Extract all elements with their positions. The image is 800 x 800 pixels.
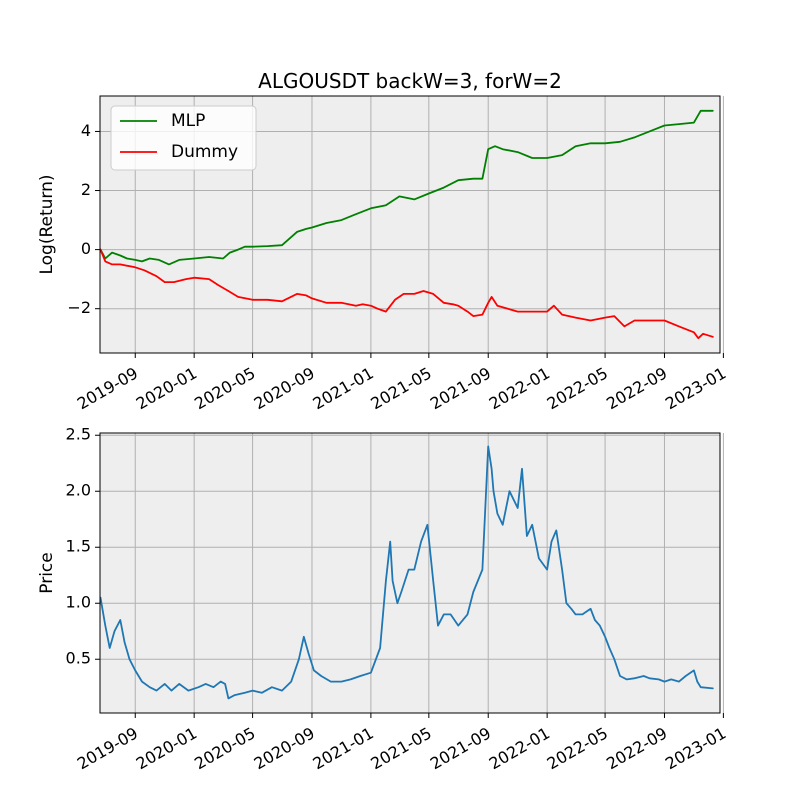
y-tick-label: 0 <box>81 239 91 258</box>
mlp-series-line <box>99 109 714 266</box>
x-tick-label: 2021-09 <box>427 363 494 413</box>
y-axis-label: Price <box>37 552 57 593</box>
y-tick-label: 0.5 <box>66 649 91 668</box>
price-series-line <box>99 445 714 700</box>
y-tick-label: 2.0 <box>66 481 91 500</box>
x-tick-label: 2022-09 <box>603 723 670 773</box>
plot-frame <box>99 432 721 714</box>
x-tick-label: 2021-05 <box>367 723 434 773</box>
x-tick-label: 2020-01 <box>133 363 200 413</box>
return-chart: 2019-092020-012020-052020-092021-012021-… <box>37 69 729 413</box>
x-tick-label: 2020-05 <box>191 723 258 773</box>
x-tick-label: 2021-05 <box>367 363 434 413</box>
plot-background <box>100 433 720 713</box>
chart-title: ALGOUSDT backW=3, forW=2 <box>258 69 562 93</box>
x-tick-label: 2019-09 <box>74 723 141 773</box>
dummy-legend-label: Dummy <box>171 142 238 162</box>
legend-box <box>110 105 257 171</box>
y-tick-label: 4 <box>81 121 91 140</box>
x-tick-label: 2020-01 <box>133 723 200 773</box>
x-tick-label: 2020-09 <box>251 363 318 413</box>
y-tick-label: 1.5 <box>66 537 91 556</box>
x-tick-label: 2023-01 <box>662 723 729 773</box>
x-tick-label: 2020-09 <box>251 723 318 773</box>
y-tick-label: 2 <box>81 180 91 199</box>
x-tick-label: 2022-01 <box>486 363 553 413</box>
y-tick-label: 2.5 <box>66 425 91 444</box>
dummy-series-line <box>99 248 714 340</box>
price-chart: 2019-092020-012020-052020-092021-012021-… <box>37 425 729 774</box>
x-tick-label: 2021-01 <box>309 363 376 413</box>
x-tick-label: 2022-05 <box>544 723 611 773</box>
x-tick-label: 2022-01 <box>486 723 553 773</box>
x-tick-label: 2021-09 <box>427 723 494 773</box>
x-tick-label: 2019-09 <box>74 363 141 413</box>
y-axis-label: Log(Return) <box>37 174 57 274</box>
x-tick-label: 2022-09 <box>603 363 670 413</box>
x-tick-label: 2021-01 <box>309 723 376 773</box>
x-tick-label: 2020-05 <box>191 363 258 413</box>
x-tick-label: 2023-01 <box>662 363 729 413</box>
mlp-legend-label: MLP <box>171 111 205 131</box>
y-tick-label: 1.0 <box>66 593 91 612</box>
y-tick-label: −2 <box>67 298 91 317</box>
plot-frame <box>99 95 721 354</box>
x-tick-label: 2022-05 <box>544 363 611 413</box>
